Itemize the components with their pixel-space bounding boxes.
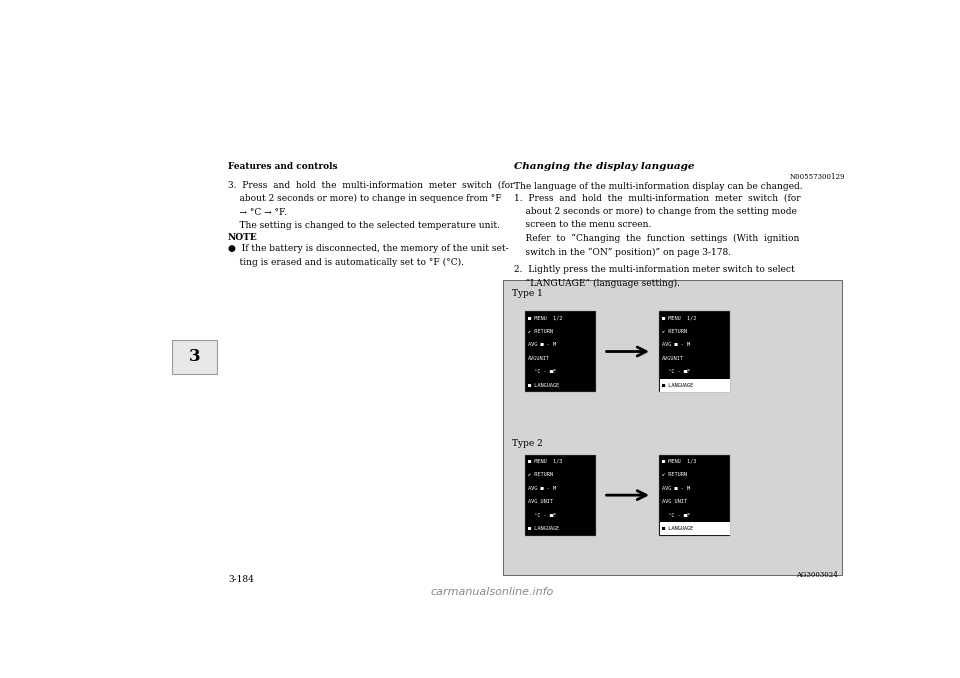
Text: ■ MENU  1/3: ■ MENU 1/3 bbox=[528, 459, 563, 464]
Text: ting is erased and is automatically set to °F (°C).: ting is erased and is automatically set … bbox=[228, 258, 464, 267]
Text: ■ LANGUAGE: ■ LANGUAGE bbox=[661, 526, 693, 532]
Text: 2.  Lightly press the multi-information meter switch to select: 2. Lightly press the multi-information m… bbox=[515, 265, 795, 274]
Text: AVG ■ - M: AVG ■ - M bbox=[661, 342, 689, 347]
Text: The setting is changed to the selected temperature unit.: The setting is changed to the selected t… bbox=[228, 221, 500, 231]
Text: Changing the display language: Changing the display language bbox=[515, 162, 695, 172]
Bar bbox=[660, 311, 730, 392]
Text: ●  If the battery is disconnected, the memory of the unit set-: ● If the battery is disconnected, the me… bbox=[228, 244, 509, 254]
Text: Refer  to  “Changing  the  function  settings  (With  ignition: Refer to “Changing the function settings… bbox=[515, 234, 800, 243]
Text: ■ LANGUAGE: ■ LANGUAGE bbox=[661, 383, 693, 388]
Text: ■ MENU  1/2: ■ MENU 1/2 bbox=[661, 315, 696, 320]
Text: carmanualsonline.info: carmanualsonline.info bbox=[430, 587, 554, 597]
Text: °C - ■F: °C - ■F bbox=[661, 370, 689, 374]
Text: AVG ■ - M: AVG ■ - M bbox=[528, 486, 556, 491]
Bar bbox=[172, 340, 217, 374]
Text: screen to the menu screen.: screen to the menu screen. bbox=[515, 220, 652, 229]
Text: AVG UNIT: AVG UNIT bbox=[661, 500, 686, 504]
Bar bbox=[525, 311, 596, 392]
Text: 3.  Press  and  hold  the  multi-information  meter  switch  (for: 3. Press and hold the multi-information … bbox=[228, 180, 515, 190]
Text: ■ LANGUAGE: ■ LANGUAGE bbox=[528, 526, 559, 532]
Text: °C - ■F: °C - ■F bbox=[528, 370, 556, 374]
Text: ■ MENU  1/2: ■ MENU 1/2 bbox=[528, 315, 563, 320]
Text: Type 2: Type 2 bbox=[512, 439, 542, 448]
Text: ✔ RETURN: ✔ RETURN bbox=[528, 473, 553, 477]
Text: AVGUNIT: AVGUNIT bbox=[528, 356, 549, 361]
Text: Type 1: Type 1 bbox=[512, 289, 543, 298]
Text: The language of the multi-information display can be changed.: The language of the multi-information di… bbox=[515, 182, 803, 191]
Text: ✔ RETURN: ✔ RETURN bbox=[661, 329, 686, 334]
Bar bbox=[660, 455, 730, 536]
Bar bbox=[525, 455, 596, 536]
Text: → °C → °F.: → °C → °F. bbox=[228, 207, 287, 217]
Text: NOTE: NOTE bbox=[228, 233, 257, 242]
Text: AVG ■ - M: AVG ■ - M bbox=[528, 342, 556, 347]
Text: ✔ RETURN: ✔ RETURN bbox=[661, 473, 686, 477]
Text: switch in the “ON” position)” on page 3-178.: switch in the “ON” position)” on page 3-… bbox=[515, 247, 732, 257]
Text: about 2 seconds or more) to change in sequence from °F: about 2 seconds or more) to change in se… bbox=[228, 194, 501, 203]
Text: about 2 seconds or more) to change from the setting mode: about 2 seconds or more) to change from … bbox=[515, 207, 797, 216]
Text: AG3003024: AG3003024 bbox=[796, 570, 838, 578]
Text: “LANGUAGE” (language setting).: “LANGUAGE” (language setting). bbox=[515, 279, 681, 288]
Text: °C - ■F: °C - ■F bbox=[661, 513, 689, 518]
Text: °C - ■F: °C - ■F bbox=[528, 513, 556, 518]
Text: Features and controls: Features and controls bbox=[228, 162, 337, 172]
Text: 3: 3 bbox=[188, 348, 201, 365]
Bar bbox=[660, 522, 730, 536]
Text: 3-184: 3-184 bbox=[228, 575, 253, 584]
Text: AVG ■ - M: AVG ■ - M bbox=[661, 486, 689, 491]
Text: ✔ RETURN: ✔ RETURN bbox=[528, 329, 553, 334]
Text: AVG UNIT: AVG UNIT bbox=[528, 500, 553, 504]
Text: AVGUNIT: AVGUNIT bbox=[661, 356, 684, 361]
Text: ■ LANGUAGE: ■ LANGUAGE bbox=[528, 383, 559, 388]
Text: ■ MENU  1/3: ■ MENU 1/3 bbox=[661, 459, 696, 464]
Text: N00557300129: N00557300129 bbox=[790, 173, 846, 181]
Text: 1.  Press  and  hold  the  multi-information  meter  switch  (for: 1. Press and hold the multi-information … bbox=[515, 193, 801, 202]
Bar bbox=[660, 379, 730, 392]
Bar bbox=[503, 280, 842, 575]
